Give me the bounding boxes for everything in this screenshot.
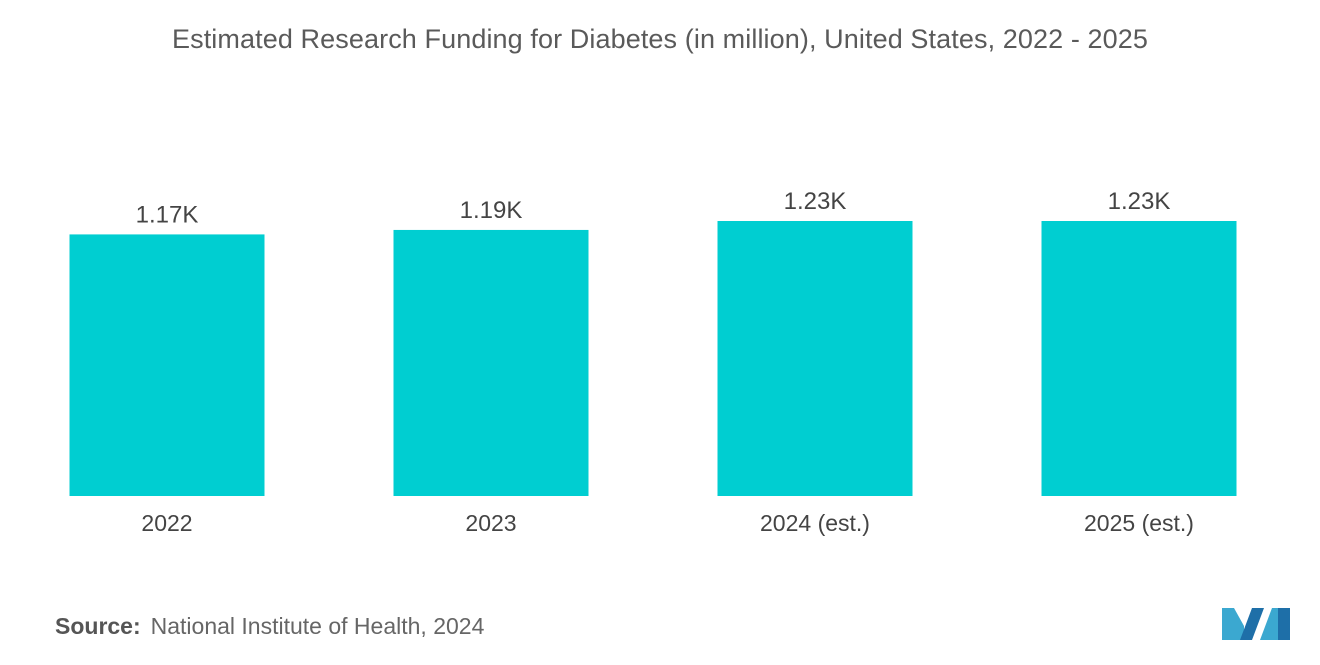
source-label: Source: [55, 613, 141, 639]
bar-0 [69, 234, 265, 497]
source-text: National Institute of Health, 2024 [150, 613, 485, 639]
source-note: Source: National Institute of Health, 202… [55, 613, 484, 640]
mordor-intelligence-logo-icon [1222, 608, 1290, 640]
data-label-1: 1.19K [460, 197, 523, 224]
bar-2 [717, 221, 913, 496]
bar-3 [1041, 221, 1237, 496]
data-label-0: 1.17K [136, 201, 199, 228]
x-tick-label-1: 2023 [465, 510, 516, 536]
x-tick-label-2: 2024 (est.) [760, 510, 870, 536]
data-label-3: 1.23K [1108, 188, 1171, 215]
bar-1 [393, 229, 589, 496]
x-tick-label-0: 2022 [141, 510, 192, 536]
data-label-2: 1.23K [784, 188, 847, 215]
x-tick-label-3: 2025 (est.) [1084, 510, 1194, 536]
chart-title: Estimated Research Funding for Diabetes … [172, 24, 1148, 54]
